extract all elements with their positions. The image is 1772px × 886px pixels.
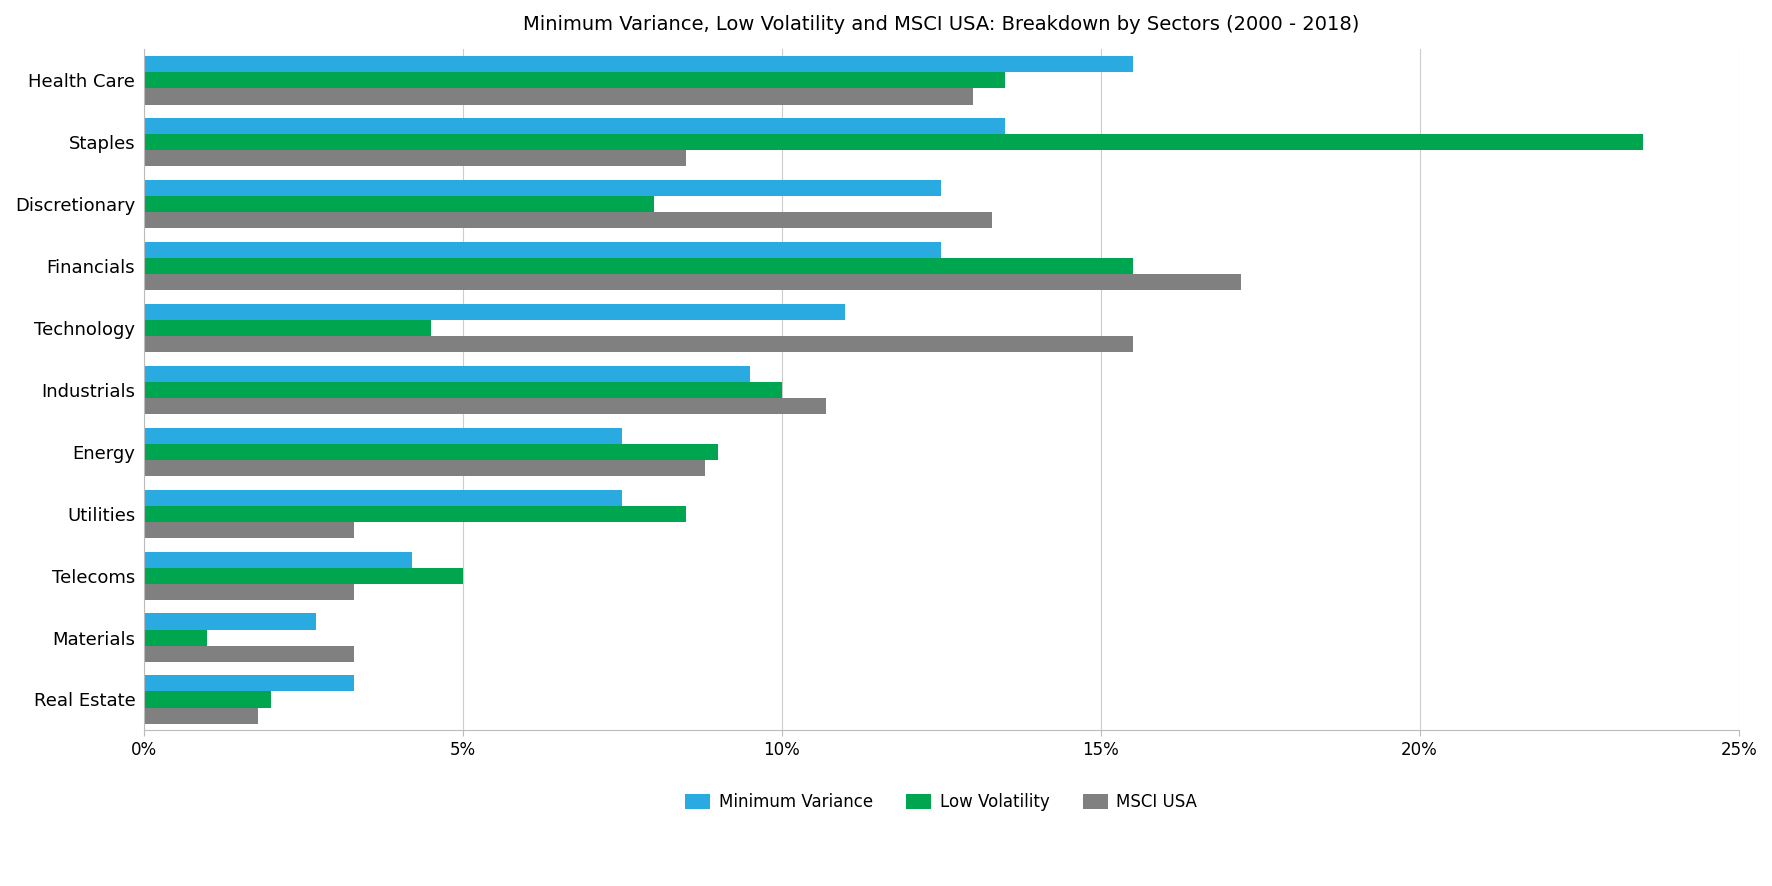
Bar <box>144 180 941 196</box>
Bar <box>144 428 622 444</box>
Title: Minimum Variance, Low Volatility and MSCI USA: Breakdown by Sectors (2000 - 2018: Minimum Variance, Low Volatility and MSC… <box>523 15 1359 34</box>
Bar <box>144 522 354 538</box>
Bar <box>144 151 686 167</box>
Bar <box>144 213 992 229</box>
Bar <box>144 118 1005 135</box>
Bar <box>144 196 654 213</box>
Bar <box>144 613 315 630</box>
Bar <box>144 242 941 258</box>
Bar <box>144 691 271 708</box>
Bar <box>144 382 781 398</box>
Bar <box>144 584 354 600</box>
Bar <box>144 630 207 646</box>
Bar <box>144 56 1132 73</box>
Bar <box>144 73 1005 89</box>
Bar <box>144 551 411 568</box>
Bar <box>144 460 705 476</box>
Bar <box>144 304 845 320</box>
Legend: Minimum Variance, Low Volatility, MSCI USA: Minimum Variance, Low Volatility, MSCI U… <box>679 787 1203 818</box>
Bar <box>144 490 622 506</box>
Bar <box>144 135 1643 151</box>
Bar <box>144 336 1132 352</box>
Bar <box>144 366 750 382</box>
Bar <box>144 320 431 336</box>
Bar <box>144 274 1240 291</box>
Bar <box>144 89 973 105</box>
Bar <box>144 258 1132 274</box>
Bar <box>144 646 354 662</box>
Bar <box>144 444 718 460</box>
Bar <box>144 506 686 522</box>
Bar <box>144 398 826 414</box>
Bar <box>144 568 462 584</box>
Bar <box>144 708 259 724</box>
Bar <box>144 675 354 691</box>
